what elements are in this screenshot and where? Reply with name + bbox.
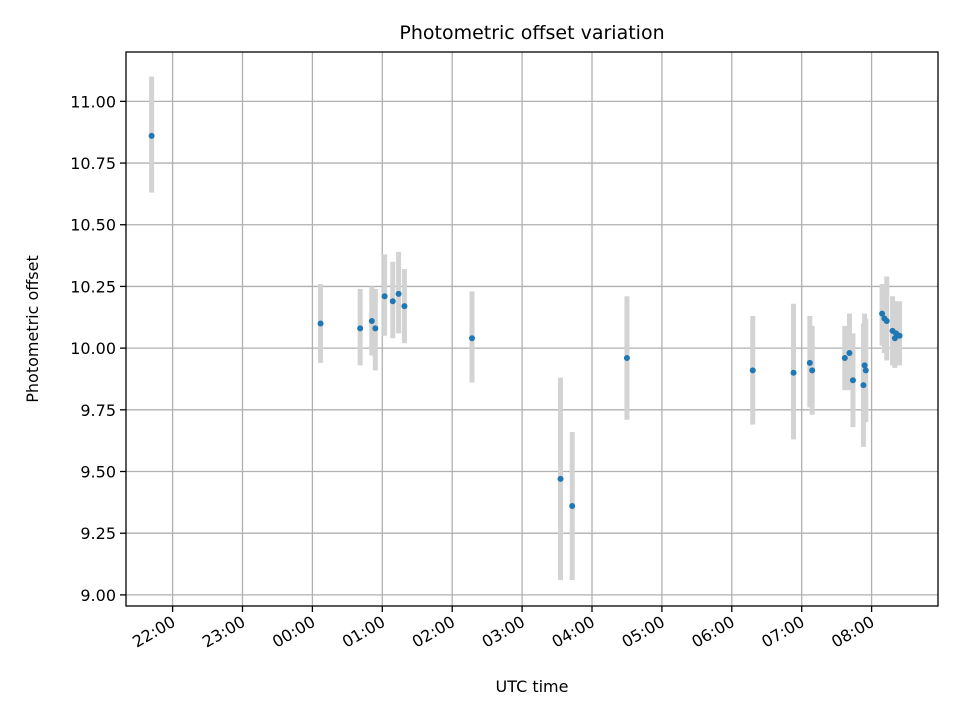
data-point: [357, 325, 364, 332]
data-point: [395, 290, 402, 297]
data-point: [860, 382, 867, 389]
y-axis-label: Photometric offset: [23, 255, 42, 403]
data-point: [381, 293, 388, 300]
data-point: [569, 503, 576, 510]
data-point: [841, 354, 848, 361]
data-point: [896, 332, 903, 339]
y-tick-label: 9.25: [80, 524, 116, 543]
grid-layer: [126, 52, 938, 606]
data-point: [148, 132, 155, 139]
y-tick-label: 9.50: [80, 463, 116, 482]
y-tick-label: 9.75: [80, 401, 116, 420]
point-layer: [148, 132, 903, 510]
data-point: [891, 335, 898, 342]
y-tick-label: 10.75: [70, 154, 116, 173]
y-tick-label: 9.00: [80, 586, 116, 605]
data-point: [469, 335, 476, 342]
data-point: [749, 367, 756, 374]
y-tick-label: 10.50: [70, 216, 116, 235]
y-tick-label: 11.00: [70, 92, 116, 111]
data-point: [861, 362, 868, 369]
data-point: [368, 317, 375, 324]
data-point: [849, 377, 856, 384]
y-tick-label: 10.25: [70, 277, 116, 296]
data-point: [401, 303, 408, 310]
data-point: [809, 367, 816, 374]
data-point: [623, 354, 630, 361]
chart-title: Photometric offset variation: [399, 22, 664, 44]
data-point: [806, 359, 813, 366]
data-point: [879, 310, 886, 317]
data-point: [317, 320, 324, 327]
data-point: [557, 475, 564, 482]
data-point: [846, 350, 853, 357]
data-point: [372, 325, 379, 332]
plot-frame: [125, 51, 939, 607]
data-point: [790, 369, 797, 376]
data-point: [389, 298, 396, 305]
data-point: [883, 317, 890, 324]
y-tick-label: 10.00: [70, 339, 116, 358]
data-point: [862, 367, 869, 374]
x-axis-label: UTC time: [496, 677, 569, 696]
